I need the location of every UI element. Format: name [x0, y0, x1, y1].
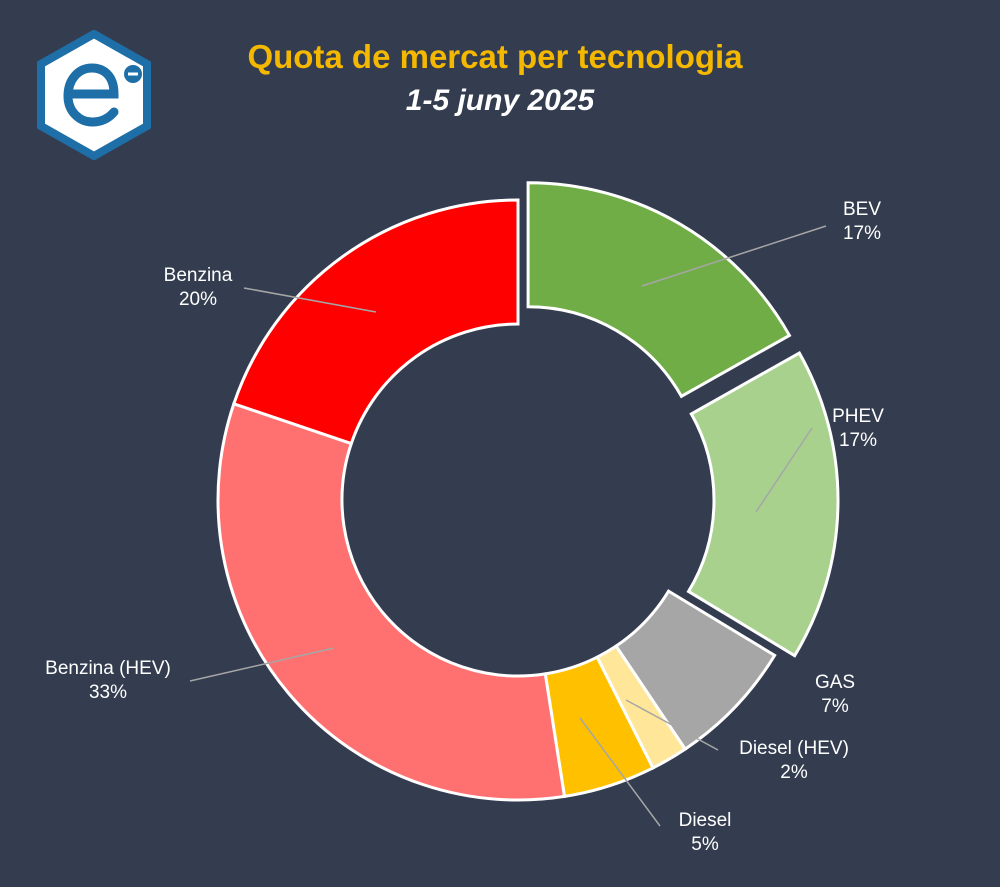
- slice-benzina: [231, 198, 520, 446]
- leader-line-benzina-hev: [189, 647, 335, 682]
- label-value-benzina: 20%: [179, 289, 217, 310]
- label-name-gas: GAS: [815, 672, 855, 693]
- leader-line-diesel-hev: [625, 699, 719, 751]
- label-value-bev: 17%: [843, 223, 881, 244]
- label-name-benzina-hev: Benzina (HEV): [45, 658, 171, 679]
- leader-line-phev: [755, 427, 813, 513]
- label-value-phev: 17%: [839, 430, 877, 451]
- label-name-diesel-hev: Diesel (HEV): [739, 738, 849, 759]
- label-name-bev: BEV: [843, 199, 881, 220]
- slice-phev: [686, 350, 840, 658]
- label-name-benzina: Benzina: [164, 265, 233, 286]
- slice-bev: [526, 181, 792, 399]
- e-hexagon-logo-icon: [37, 30, 151, 160]
- leader-line-benzina: [243, 287, 377, 313]
- label-name-diesel: Diesel: [679, 810, 732, 831]
- label-value-diesel-hev: 2%: [780, 762, 808, 783]
- label-value-gas: 7%: [821, 696, 849, 717]
- leader-line-diesel: [579, 717, 661, 827]
- label-value-benzina-hev: 33%: [89, 682, 127, 703]
- leader-line-bev: [641, 225, 827, 287]
- label-name-phev: PHEV: [832, 406, 884, 427]
- chart-title: Quota de mercat per tecnologia: [247, 38, 743, 75]
- slice-benzina-hev: [216, 401, 567, 802]
- label-value-diesel: 5%: [691, 834, 719, 855]
- chart-subtitle: 1-5 juny 2025: [405, 84, 595, 117]
